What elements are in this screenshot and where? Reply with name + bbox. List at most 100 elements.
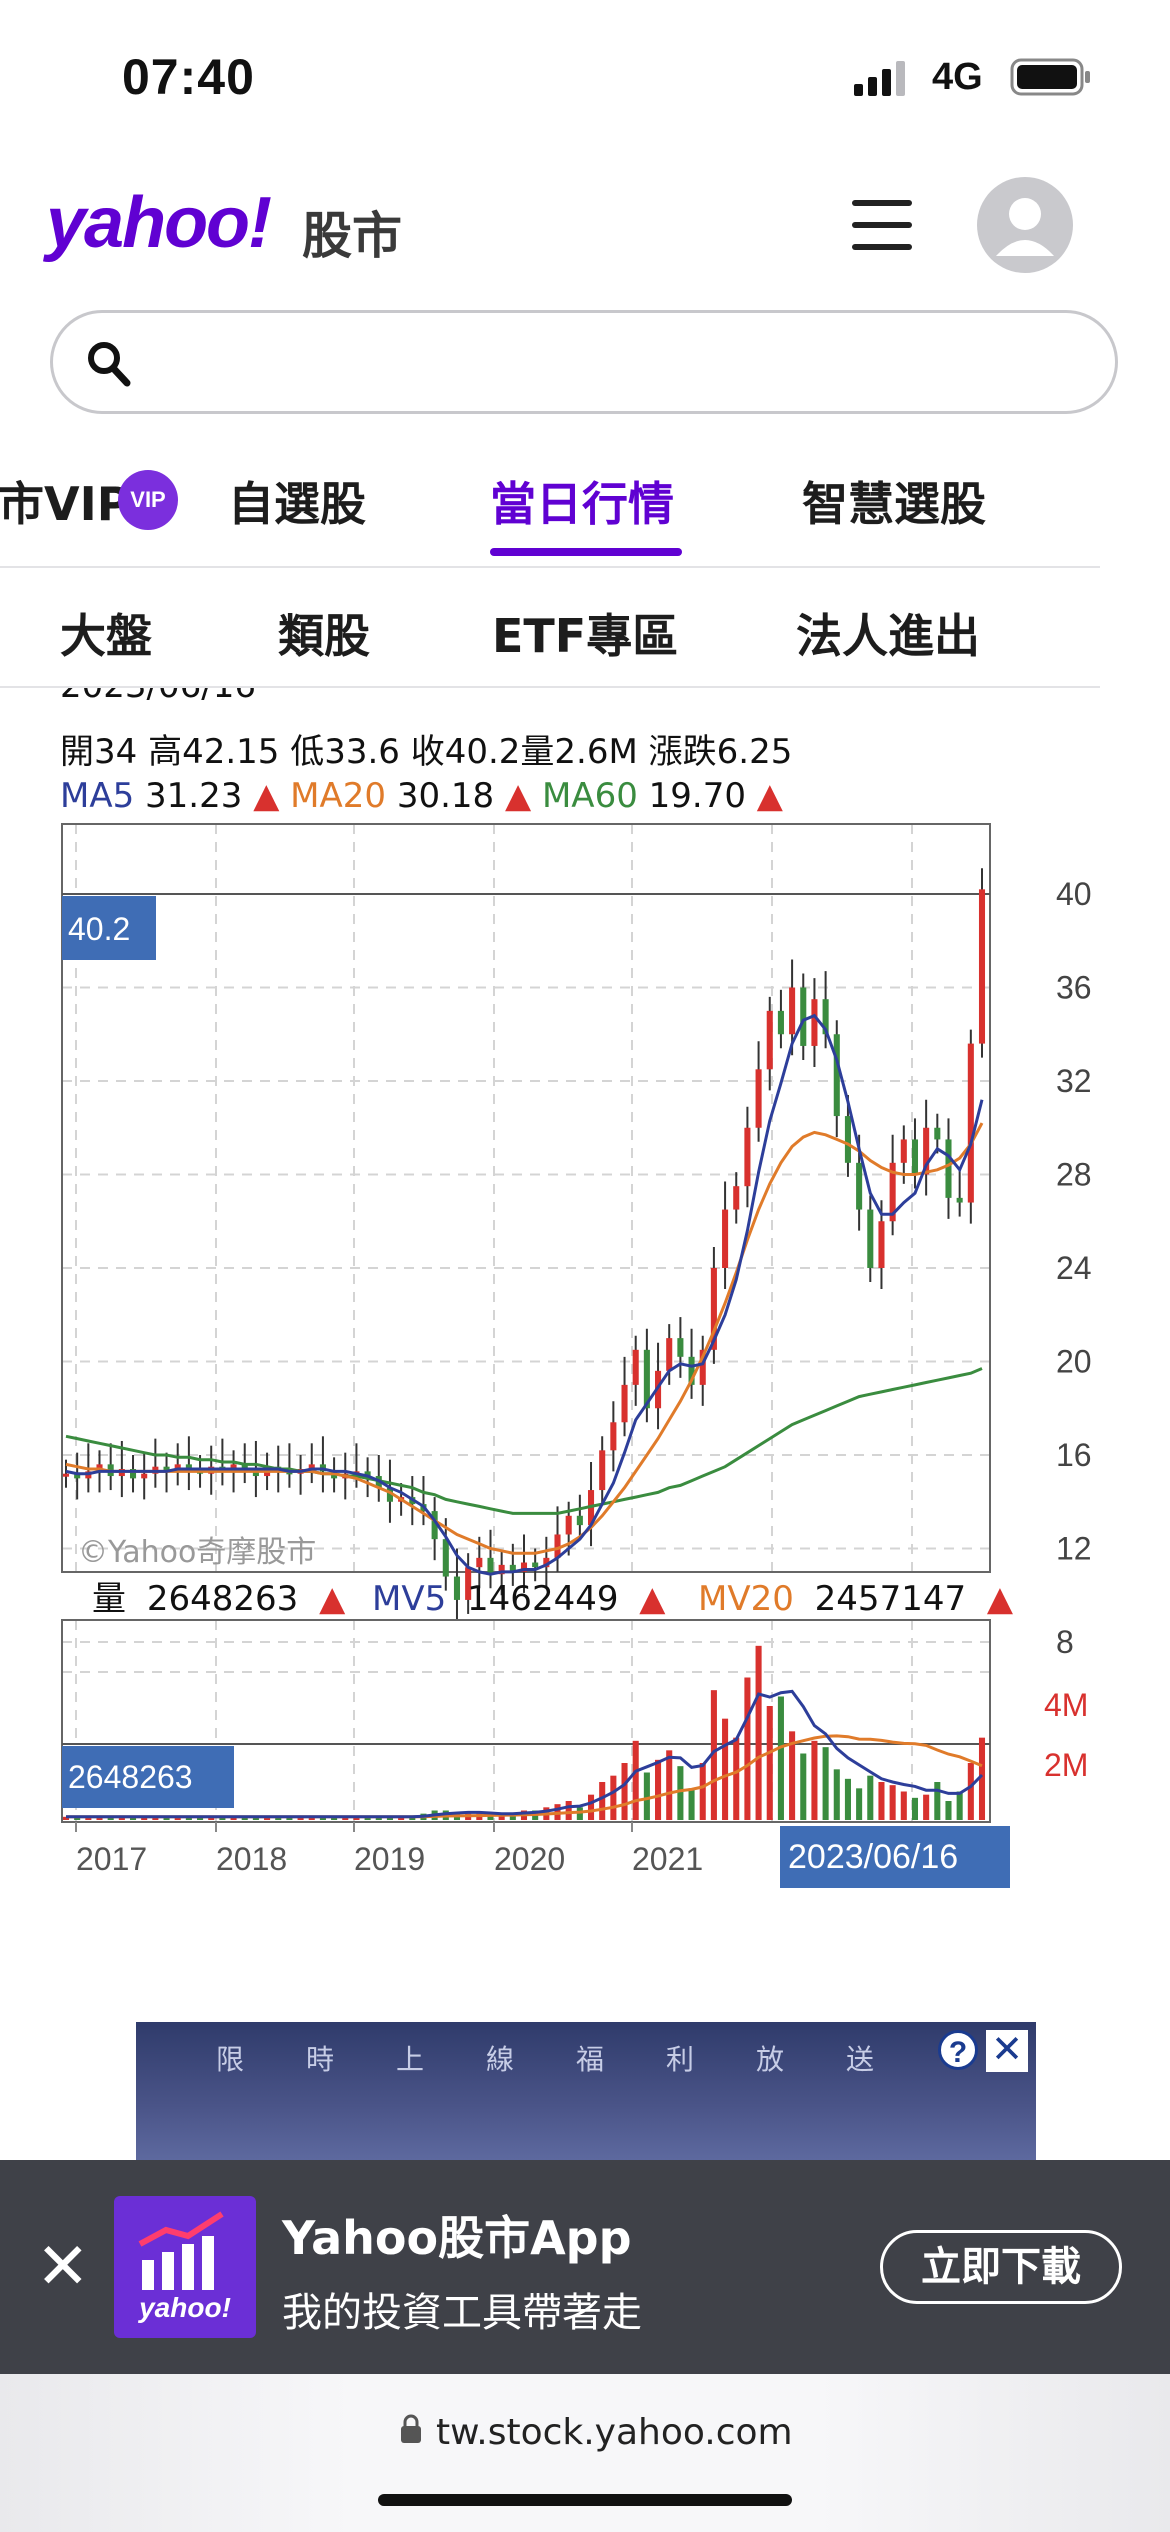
volume-bar — [230, 1816, 237, 1820]
tab-smart-screener[interactable]: 智慧選股 — [802, 477, 986, 531]
ma60-value: 19.70 — [648, 776, 746, 816]
volume-bar — [632, 1740, 639, 1820]
candle-body — [554, 1534, 561, 1558]
mv5-line — [66, 1689, 984, 1819]
tab-watchlist[interactable]: 自選股 — [228, 477, 366, 531]
volume-bar — [364, 1816, 371, 1820]
candle-body — [699, 1349, 706, 1385]
price-axis: 40 36 32 28 24 20 16 12 8 — [1056, 876, 1092, 1660]
volume-bar — [509, 1813, 516, 1820]
price-tick-label: 28 — [1056, 1157, 1092, 1193]
volume-bar — [107, 1816, 114, 1820]
ma20-value: 30.18 — [396, 776, 495, 816]
volume-bar — [308, 1816, 315, 1820]
ad-text: 限時上線福利放送 — [216, 2043, 937, 2076]
vol-ytick-4m: 4M — [1044, 1687, 1088, 1723]
volume-bar — [409, 1816, 416, 1820]
subtab-market[interactable]: 大盤 — [60, 609, 152, 663]
tab-vip[interactable]: 市VIP — [0, 477, 131, 531]
candle-body — [733, 1186, 740, 1210]
volume-bar — [833, 1769, 840, 1820]
candles — [62, 868, 986, 1621]
candle-body — [498, 1564, 505, 1575]
price-frame — [61, 823, 991, 1573]
ma60-line — [65, 1367, 983, 1515]
subtab-sector[interactable]: 類股 — [278, 609, 370, 663]
tab-daily-market[interactable]: 當日行情 — [490, 477, 674, 531]
banner-subtitle: 我的投資工具帶著走 — [282, 2290, 642, 2336]
candle-body — [677, 1338, 684, 1357]
subtab-institutional[interactable]: 法人進出 — [796, 609, 980, 663]
volume-bar — [353, 1816, 360, 1820]
mv5-value: 1462449 — [467, 1579, 618, 1619]
price-tick-label: 40 — [1056, 876, 1092, 912]
watermark: ©Yahoo奇摩股市 — [78, 1535, 316, 1570]
volume-bar — [96, 1816, 103, 1820]
hamburger-menu-icon[interactable] — [850, 198, 914, 252]
volume-bar — [677, 1766, 684, 1820]
volume-bar — [978, 1737, 986, 1820]
logo-suffix: 股市 — [302, 207, 402, 265]
candle-body — [856, 1162, 863, 1210]
volume-bar — [923, 1794, 930, 1820]
volume-frame — [61, 1619, 991, 1823]
candle-body — [666, 1338, 673, 1371]
volume-bar — [688, 1788, 695, 1820]
volume-bar — [163, 1816, 170, 1820]
volume-bar — [219, 1816, 226, 1820]
volume-bar — [666, 1750, 673, 1820]
price-tick-label: 12 — [1056, 1531, 1092, 1567]
app-icon-label: yahoo! — [139, 2292, 231, 2323]
app-icon[interactable]: yahoo! — [114, 2196, 256, 2338]
volume-bar — [599, 1782, 606, 1820]
time-tick-label: 2019 — [354, 1841, 425, 1877]
candle-body — [900, 1139, 907, 1163]
volume-bar — [275, 1816, 282, 1820]
volume-bar — [118, 1816, 125, 1820]
ad-banner[interactable]: 限時上線福利放送 ? ✕ — [136, 2022, 1036, 2162]
volume-bar — [710, 1690, 717, 1820]
time-axis: 2017 2018 2019 2020 2021 — [75, 1822, 703, 1877]
volume-bar — [297, 1816, 304, 1820]
candle-body — [62, 1473, 70, 1477]
candle-body — [308, 1464, 315, 1470]
candle-body — [465, 1567, 472, 1600]
price-tag-box — [62, 896, 156, 960]
download-button[interactable]: 立即下載 — [880, 2230, 1122, 2304]
search-input[interactable] — [50, 310, 1118, 414]
volume-bar — [386, 1816, 393, 1820]
vol-value: 2648263 — [147, 1579, 298, 1619]
price-tick-label: 32 — [1056, 1063, 1092, 1099]
volume-bars — [62, 1645, 986, 1820]
price-tick-label: 16 — [1056, 1437, 1092, 1473]
candle-body — [141, 1473, 148, 1479]
candle-body — [923, 1127, 930, 1175]
mv20-up-icon: ▲ — [987, 1579, 1014, 1619]
close-icon[interactable]: ✕ — [36, 2230, 90, 2304]
candle-body — [710, 1268, 717, 1350]
ma60-up-icon: ▲ — [756, 776, 783, 816]
price-grid — [62, 824, 990, 1643]
ad-help-icon[interactable]: ? — [938, 2030, 978, 2070]
volume-bar — [777, 1696, 784, 1820]
volume-bar — [643, 1772, 650, 1820]
stock-chart[interactable]: 40 36 32 28 24 20 16 12 8 40.2 ©Yahoo奇摩股市 量 2648… — [0, 800, 1170, 1900]
ad-close-icon[interactable]: ✕ — [986, 2030, 1028, 2072]
candle-body — [911, 1139, 919, 1175]
volume-bar — [331, 1816, 338, 1820]
price-tick-label: 8 — [1056, 1624, 1074, 1660]
candle-body — [688, 1356, 695, 1385]
vol-label: 量 — [92, 1579, 126, 1619]
volume-bar — [945, 1801, 952, 1820]
subtab-etf[interactable]: ETF專區 — [492, 609, 679, 663]
candle-body — [74, 1473, 81, 1479]
candle-body — [755, 1069, 762, 1128]
url-bar[interactable]: tw.stock.yahoo.com — [0, 2374, 1170, 2532]
candle-body — [621, 1384, 628, 1423]
yahoo-logo[interactable]: yahoo! — [46, 183, 272, 263]
banner-title: Yahoo股市App — [282, 2211, 632, 2265]
candle-body — [509, 1564, 516, 1572]
signal-icon — [854, 61, 905, 96]
avatar-icon[interactable] — [976, 176, 1074, 274]
volume-bar — [800, 1753, 807, 1820]
